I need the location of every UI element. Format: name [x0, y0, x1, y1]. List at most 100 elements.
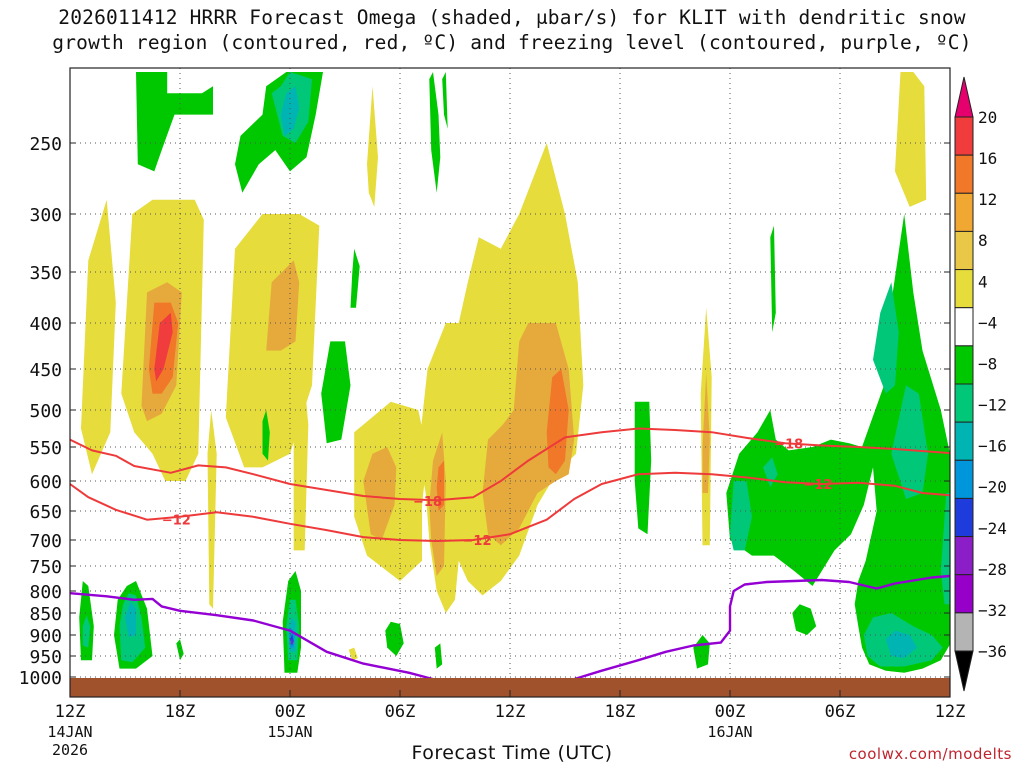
x-tick-date-label: 15JAN [267, 723, 312, 741]
colorbar-label: −4 [978, 313, 997, 332]
colorbar-swatch [954, 345, 974, 385]
omega-area-g4 [770, 225, 776, 333]
colorbar-swatch [954, 574, 974, 614]
y-tick-label: 950 [29, 647, 62, 668]
colorbar-label: −8 [978, 354, 997, 373]
colorbar-swatch [954, 383, 974, 423]
omega-area-g8 [763, 457, 778, 487]
y-tick-label: 800 [29, 582, 62, 603]
y-tick-label: 450 [29, 360, 62, 381]
omega-area-g4 [262, 410, 270, 461]
omega-area-g8 [730, 481, 752, 551]
colorbar-label: 8 [978, 231, 988, 250]
colorbar-label: −36 [978, 642, 1007, 661]
colorbar-label: 20 [978, 108, 997, 127]
omega-area-y16 [154, 312, 173, 382]
colorbar-label: −32 [978, 601, 1007, 620]
freezing-level-contour [573, 574, 950, 678]
omega-area-y4 [207, 410, 217, 609]
omega-area-g4 [792, 604, 817, 635]
contours: −18 −12 −18 −12 −12 [70, 427, 950, 678]
y-tick-label: 250 [29, 134, 62, 155]
colorbar-swatch [954, 421, 974, 461]
omega-area-y8 [482, 323, 575, 546]
omega-area-y8 [363, 447, 397, 540]
y-tick-label: 300 [29, 205, 62, 226]
omega-area-g12 [885, 630, 917, 659]
colorbar-swatch [954, 612, 974, 652]
x-tick-label: 18Z [605, 702, 636, 722]
colorbar-swatch [954, 116, 974, 156]
omega-area-g4 [350, 248, 360, 308]
omega-area-g4 [429, 72, 441, 193]
y-tick-label: 750 [29, 557, 62, 578]
chart-title-line1: 2026011412 HRRR Forecast Omega (shaded, … [58, 6, 966, 29]
colorbar-label: −28 [978, 560, 1007, 579]
y-tick-label: 650 [29, 502, 62, 523]
x-tick-label: 00Z [275, 702, 306, 722]
colorbar-swatch [954, 307, 974, 347]
freezing-level-contour [70, 592, 434, 678]
y-tick-label: 350 [29, 263, 62, 284]
omega-area-y4 [293, 341, 309, 551]
omega-area-y4 [348, 647, 358, 661]
omega-area-y4 [418, 143, 584, 613]
omega-area-g4 [634, 401, 652, 535]
omega-area-g4 [136, 72, 213, 172]
colorbar-swatch [954, 536, 974, 576]
omega-area-y4 [81, 199, 116, 475]
colorbar-bottom-arrow [954, 650, 974, 692]
colorbar-legend: 20 16 12 8 4 −4 −8 −12 −16 −20 −24 −28 −32 −36 [954, 76, 1007, 692]
dgz-contour [70, 427, 950, 502]
colorbar-label: −12 [978, 396, 1007, 415]
colorbar-swatch [954, 459, 974, 499]
omega-area-g4 [442, 72, 448, 129]
omega-shading [79, 72, 950, 673]
colorbar-swatch [954, 230, 974, 271]
colorbar-label: 4 [978, 272, 988, 291]
dgz-contour-label: −12 [804, 478, 833, 493]
colorbar-top-arrow [954, 76, 974, 118]
x-tick-label: 12Z [935, 702, 966, 722]
y-tick-label: 700 [29, 531, 62, 552]
x-tick-date-label: 16JAN [707, 723, 752, 741]
omega-area-g8 [873, 282, 899, 394]
omega-area-g4 [434, 643, 443, 669]
omega-area-y12 [546, 369, 569, 475]
colorbar-swatch [954, 154, 974, 194]
colorbar-swatch [954, 269, 974, 309]
x-tick-label: 06Z [385, 702, 416, 722]
credit-link[interactable]: coolwx.com/modelts [848, 745, 1012, 763]
x-tick-date-label: 14JAN [47, 723, 92, 741]
dgz-contour-label: −12 [162, 514, 191, 529]
omega-area-g8 [82, 615, 91, 648]
colorbar-swatch [954, 497, 974, 538]
omega-area-g4 [385, 621, 404, 656]
x-tick-label: 06Z [825, 702, 856, 722]
colorbar-label: −20 [978, 478, 1007, 497]
x-tick-label: 18Z [165, 702, 196, 722]
omega-area-g24 [290, 638, 294, 646]
colorbar-swatch [954, 192, 974, 232]
omega-area-g4 [321, 341, 351, 444]
colorbar-label: 12 [978, 190, 997, 209]
x-tick-year-label: 2026 [52, 741, 88, 759]
colorbar-label: −24 [978, 519, 1007, 538]
x-tick-label: 00Z [715, 702, 746, 722]
omega-area-g4 [176, 639, 184, 661]
y-tick-label: 850 [29, 604, 62, 625]
dgz-contour-label: −18 [413, 495, 442, 510]
omega-area-y12 [436, 460, 444, 511]
omega-area-g12 [125, 602, 136, 638]
grid-lines [69, 68, 950, 678]
omega-area-y8 [702, 373, 710, 493]
colorbar-label: 16 [978, 149, 997, 168]
x-tick-label: 12Z [55, 702, 86, 722]
omega-area-y8 [266, 260, 300, 351]
omega-area-y4 [367, 86, 378, 207]
y-tick-label: 550 [29, 438, 62, 459]
omega-area-y4 [895, 72, 927, 207]
dgz-contour-label: −18 [774, 437, 803, 452]
